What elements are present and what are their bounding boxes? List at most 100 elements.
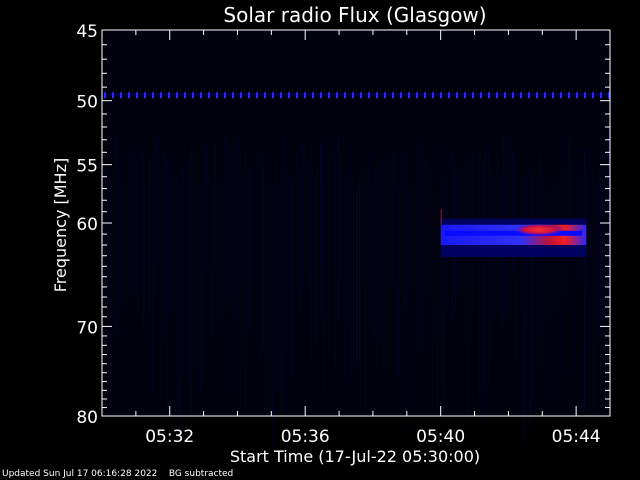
y-tick-label: 50 bbox=[76, 93, 98, 113]
noise-streak bbox=[314, 174, 315, 344]
interference-dot bbox=[520, 92, 522, 99]
interference-dot bbox=[320, 92, 322, 99]
interference-dot bbox=[440, 92, 442, 99]
interference-dot bbox=[168, 92, 170, 99]
y-tick-label: 80 bbox=[76, 408, 98, 428]
noise-streak bbox=[587, 172, 588, 295]
noise-streak bbox=[605, 148, 606, 417]
noise-streak bbox=[248, 168, 249, 332]
noise-streak bbox=[215, 140, 216, 267]
interference-dot bbox=[224, 92, 226, 99]
interference-dot bbox=[208, 92, 210, 99]
updated-text: Updated Sun Jul 17 06:16:28 2022 bbox=[2, 469, 158, 479]
interference-dot bbox=[480, 92, 482, 99]
noise-streak bbox=[356, 186, 357, 369]
noise-streak bbox=[269, 184, 270, 413]
noise-streak bbox=[551, 144, 552, 417]
noise-streak bbox=[515, 156, 516, 365]
interference-dot bbox=[400, 92, 402, 99]
interference-dot bbox=[272, 92, 274, 99]
x-tick-label: 05:40 bbox=[416, 427, 465, 447]
noise-streak bbox=[218, 131, 219, 338]
noise-streak bbox=[404, 150, 405, 311]
noise-streak bbox=[428, 159, 429, 353]
noise-streak bbox=[320, 140, 321, 316]
interference-dot bbox=[248, 92, 250, 99]
noise-streak bbox=[128, 156, 129, 430]
noise-streak bbox=[308, 160, 309, 287]
noise-streak bbox=[374, 172, 375, 337]
interference-dot bbox=[592, 92, 594, 99]
interference-dot bbox=[376, 92, 378, 99]
noise-streak bbox=[467, 161, 468, 433]
noise-streak bbox=[554, 173, 555, 395]
interference-dot bbox=[328, 92, 330, 99]
interference-dot bbox=[112, 92, 114, 99]
noise-streak bbox=[530, 171, 531, 431]
noise-streak bbox=[353, 143, 354, 365]
noise-streak bbox=[134, 146, 135, 295]
noise-streak bbox=[152, 154, 153, 396]
noise-streak bbox=[266, 183, 267, 410]
noise-streak bbox=[482, 160, 483, 424]
noise-streak bbox=[131, 155, 132, 364]
noise-streak bbox=[599, 170, 600, 338]
noise-streak bbox=[584, 148, 585, 410]
interference-dot bbox=[280, 92, 282, 99]
noise-streak bbox=[173, 174, 174, 316]
noise-streak bbox=[539, 150, 540, 372]
noise-streak bbox=[476, 149, 477, 286]
noise-streak bbox=[389, 161, 390, 366]
interference-dot bbox=[424, 92, 426, 99]
noise-streak bbox=[491, 166, 492, 356]
noise-streak bbox=[413, 162, 414, 291]
interference-dot bbox=[536, 92, 538, 99]
noise-streak bbox=[110, 182, 111, 398]
x-tick-label: 05:32 bbox=[145, 427, 194, 447]
noise-streak bbox=[326, 139, 327, 338]
interference-dot bbox=[200, 92, 202, 99]
noise-streak bbox=[398, 185, 399, 378]
noise-streak bbox=[149, 158, 150, 317]
noise-streak bbox=[143, 151, 144, 328]
interference-dot bbox=[504, 92, 506, 99]
noise-streak bbox=[311, 141, 312, 367]
interference-dot bbox=[176, 92, 178, 99]
noise-streak bbox=[470, 151, 471, 285]
interference-band bbox=[102, 92, 610, 99]
interference-dot bbox=[568, 92, 570, 99]
noise-streak bbox=[125, 186, 126, 462]
noise-streak bbox=[203, 137, 204, 385]
noise-streak bbox=[323, 183, 324, 395]
interference-dot bbox=[104, 92, 106, 99]
interference-dot bbox=[584, 92, 586, 99]
axes: 45 50 55 60 70 80 05:32 05:36 05:40 05:44 bbox=[76, 22, 611, 447]
noise-streak bbox=[371, 185, 372, 405]
burst-ridge bbox=[444, 230, 583, 236]
noise-streak bbox=[212, 182, 213, 339]
noise-streak bbox=[416, 139, 417, 337]
noise-streak bbox=[602, 150, 603, 333]
noise-streak bbox=[278, 184, 279, 393]
y-tick-label: 45 bbox=[76, 22, 98, 42]
noise-streak bbox=[425, 159, 426, 295]
noise-streak bbox=[104, 163, 105, 303]
noise-streak bbox=[488, 145, 489, 391]
y-tick-label: 60 bbox=[76, 215, 98, 235]
noise-streak bbox=[275, 159, 276, 393]
noise-streak bbox=[113, 147, 114, 393]
noise-streak bbox=[209, 172, 210, 405]
noise-streak bbox=[380, 166, 381, 340]
noise-streak bbox=[437, 187, 438, 448]
noise-streak bbox=[365, 165, 366, 440]
interference-dot bbox=[152, 92, 154, 99]
burst-peak bbox=[512, 223, 565, 236]
interference-dot bbox=[216, 92, 218, 99]
interference-dot bbox=[384, 92, 386, 99]
noise-streak bbox=[299, 169, 300, 315]
noise-streak bbox=[368, 151, 369, 323]
interference-dot bbox=[600, 92, 602, 99]
interference-dot bbox=[264, 92, 266, 99]
noise-streak bbox=[302, 140, 303, 293]
noise-streak bbox=[443, 180, 444, 422]
